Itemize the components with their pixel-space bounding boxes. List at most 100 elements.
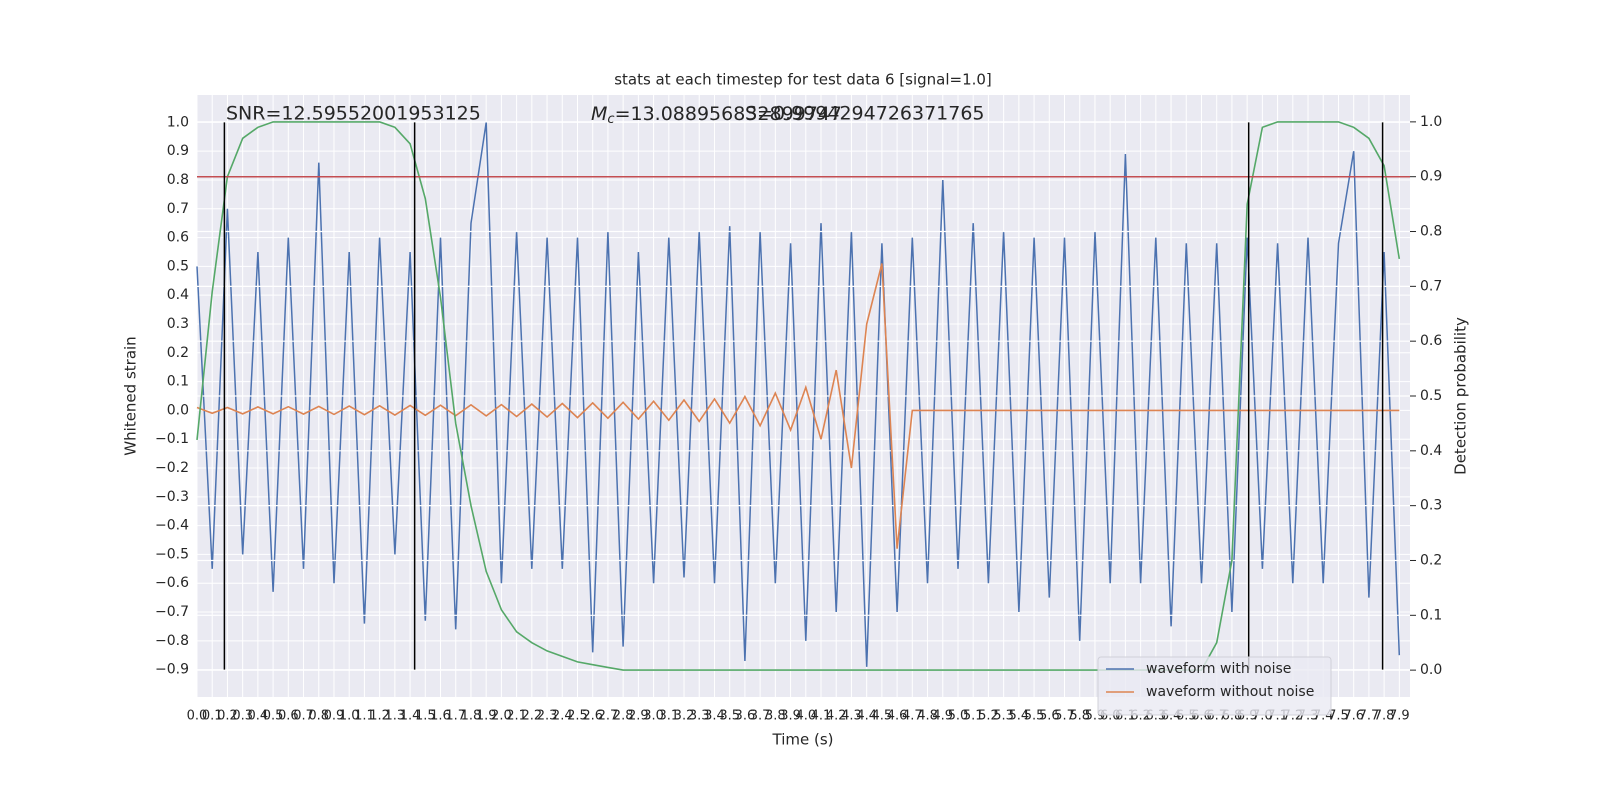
y-tick-label: 0.4	[167, 287, 189, 303]
x-tick-label: 3.3	[689, 709, 710, 724]
y-tick-label: −0.1	[155, 431, 189, 447]
y-tick-label: 0.5	[167, 258, 189, 274]
chart-title: stats at each timestep for test data 6 […	[614, 71, 992, 89]
x-tick-label: 7.7	[1359, 709, 1380, 724]
x-tick-label: 7.9	[1389, 709, 1410, 724]
x-tick-label: 3.5	[719, 709, 740, 724]
x-tick-label: 2.0	[491, 709, 512, 724]
x-axis-label: Time (s)	[772, 731, 834, 749]
x-tick-label: 5.4	[1009, 709, 1030, 724]
x-tick-label: 2.4	[552, 709, 573, 724]
y2-tick-label: 1.0	[1420, 114, 1442, 130]
y2-tick-label: 0.9	[1420, 169, 1442, 185]
x-tick-label: 5.2	[978, 709, 999, 724]
x-tick-label: 3.4	[704, 709, 725, 724]
x-tick-label: 2.2	[521, 709, 542, 724]
y2-tick-label: 0.6	[1420, 333, 1442, 349]
y-tick-label: −0.9	[155, 662, 189, 678]
x-tick-label: 4.0	[795, 709, 816, 724]
y-tick-label: 0.1	[167, 374, 189, 390]
x-tick-label: 0.4	[248, 709, 269, 724]
x-tick-label: 1.0	[339, 709, 360, 724]
y-tick-label: 0.6	[167, 230, 189, 246]
x-tick-label: 3.1	[658, 709, 679, 724]
y-tick-label: −0.8	[155, 633, 189, 649]
x-tick-label: 0.7	[293, 709, 314, 724]
y-tick-label: 0.8	[167, 172, 189, 188]
x-tick-label: 1.4	[400, 709, 421, 724]
legend-label: waveform with noise	[1146, 661, 1291, 677]
x-tick-label: 2.7	[598, 709, 619, 724]
y-tick-label: −0.4	[155, 518, 189, 534]
x-tick-label: 3.7	[750, 709, 771, 724]
x-tick-label: 4.7	[902, 709, 923, 724]
x-tick-label: 2.8	[613, 709, 634, 724]
annotation-symbol: M	[591, 103, 607, 125]
y-tick-label: −0.6	[155, 575, 189, 591]
legend-box	[1097, 656, 1332, 716]
x-tick-label: 0.3	[232, 709, 253, 724]
x-tick-label: 4.4	[856, 709, 877, 724]
x-tick-label: 2.3	[537, 709, 558, 724]
x-tick-label: 5.0	[948, 709, 969, 724]
x-tick-label: 2.6	[582, 709, 603, 724]
y2-tick-label: 0.7	[1420, 278, 1442, 294]
x-tick-label: 3.9	[780, 709, 801, 724]
y2-tick-label: 0.8	[1420, 224, 1442, 240]
y2-tick-label: 0.0	[1420, 662, 1442, 678]
x-tick-label: 5.7	[1054, 709, 1075, 724]
y-tick-label: −0.2	[155, 460, 189, 476]
x-tick-label: 4.9	[932, 709, 953, 724]
x-tick-label: 0.1	[202, 709, 223, 724]
x-tick-label: 7.8	[1374, 709, 1395, 724]
x-tick-label: 7.6	[1343, 709, 1364, 724]
y2-tick-label: 0.5	[1420, 388, 1442, 404]
y-tick-label: 1.0	[167, 114, 189, 130]
x-tick-label: 2.9	[628, 709, 649, 724]
x-tick-label: 0.9	[324, 709, 345, 724]
x-tick-label: 5.8	[1069, 709, 1090, 724]
y2-axis-label: Detection probability	[1452, 317, 1470, 475]
y-tick-label: 0.3	[167, 316, 189, 332]
y-tick-label: 0.0	[167, 402, 189, 418]
y-tick-label: 0.7	[167, 201, 189, 217]
y-tick-label: −0.5	[155, 546, 189, 562]
x-tick-label: 5.1	[963, 709, 984, 724]
x-tick-label: 7.5	[1328, 709, 1349, 724]
x-tick-label: 5.6	[1039, 709, 1060, 724]
x-tick-label: 5.3	[993, 709, 1014, 724]
x-tick-label: 0.5	[263, 709, 284, 724]
y-tick-label: −0.3	[155, 489, 189, 505]
x-tick-label: 4.2	[826, 709, 847, 724]
x-tick-label: 1.3	[385, 709, 406, 724]
y2-tick-label: 0.4	[1420, 443, 1442, 459]
x-tick-label: 3.0	[643, 709, 664, 724]
x-tick-label: 1.6	[430, 709, 451, 724]
x-tick-label: 4.3	[841, 709, 862, 724]
x-tick-label: 1.2	[369, 709, 390, 724]
y2-tick-label: 0.2	[1420, 552, 1442, 568]
y2-tick-label: 0.1	[1420, 607, 1442, 623]
annotation-text: =13.088956832899747	[615, 103, 842, 125]
annotation: S=0.9994294726371765	[745, 103, 985, 125]
series-line	[196, 122, 1401, 667]
series-line	[196, 263, 1400, 549]
annotation: Mc=13.088956832899747	[591, 103, 842, 127]
y2-tick-label: 0.3	[1420, 498, 1442, 514]
x-tick-label: 4.5	[872, 709, 893, 724]
y-tick-label: 0.9	[167, 143, 189, 159]
x-tick-label: 5.5	[1024, 709, 1045, 724]
y-tick-label: −0.7	[155, 604, 189, 620]
x-tick-label: 4.6	[887, 709, 908, 724]
x-tick-label: 1.8	[461, 709, 482, 724]
x-tick-label: 3.6	[735, 709, 756, 724]
x-tick-label: 1.5	[415, 709, 436, 724]
annotation-subscript: c	[607, 112, 614, 127]
x-tick-label: 3.2	[674, 709, 695, 724]
legend-label: waveform without noise	[1146, 684, 1314, 700]
x-tick-label: 3.8	[765, 709, 786, 724]
x-tick-label: 0.8	[308, 709, 329, 724]
x-tick-label: 2.1	[506, 709, 527, 724]
x-tick-label: 1.9	[476, 709, 497, 724]
